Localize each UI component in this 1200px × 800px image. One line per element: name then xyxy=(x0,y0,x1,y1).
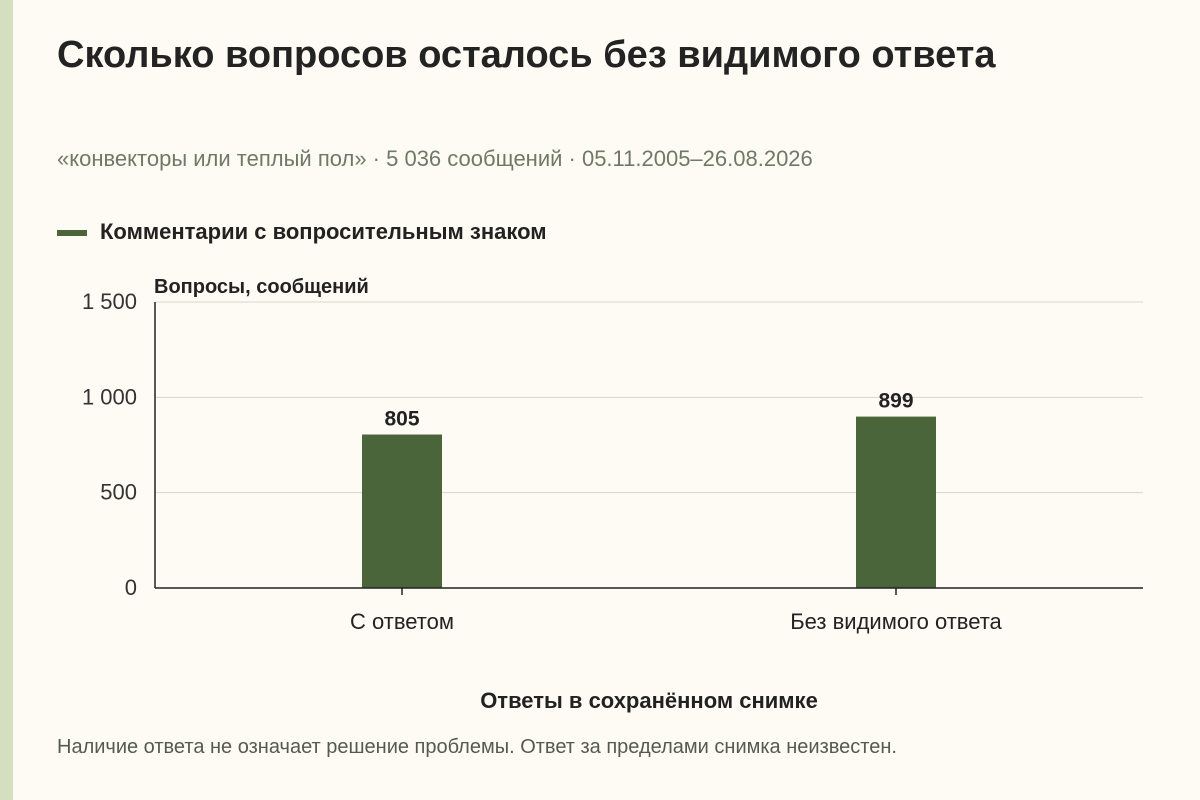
bar xyxy=(362,434,442,588)
bar-chart: 0 500 1 000 1 500 805 С ответом 899 Без видимог… xyxy=(82,276,1143,713)
x-tick-label: С ответом xyxy=(350,609,454,634)
x-axis-title: Ответы в сохранённом снимке xyxy=(480,688,818,713)
labels: 0 500 1 000 1 500 805 С ответом 899 Без видимог… xyxy=(82,289,1003,634)
y-tick-label: 500 xyxy=(100,480,137,505)
footnote: Наличие ответа не означает решение пробл… xyxy=(57,736,897,758)
bar xyxy=(856,416,936,588)
legend: Комментарии с вопросительным знаком xyxy=(57,219,547,245)
y-tick-label: 0 xyxy=(125,575,137,600)
y-tick-label: 1 000 xyxy=(82,384,137,409)
accent-stripe xyxy=(0,0,13,800)
chart-title: Сколько вопросов осталось без видимого о… xyxy=(57,34,996,76)
chart-subtitle: «конвекторы или теплый пол» · 5 036 сооб… xyxy=(57,146,813,171)
bars xyxy=(362,416,936,588)
legend-swatch xyxy=(57,230,87,236)
data-label: 805 xyxy=(384,408,419,431)
grid-lines xyxy=(155,301,1143,494)
y-tick-label: 1 500 xyxy=(82,289,137,314)
legend-label: Комментарии с вопросительным знаком xyxy=(100,219,547,244)
y-axis-title: Вопросы, сообщений xyxy=(154,276,369,298)
x-tick-label: Без видимого ответа xyxy=(790,609,1002,634)
axes xyxy=(154,302,1143,595)
data-label: 899 xyxy=(878,390,913,413)
